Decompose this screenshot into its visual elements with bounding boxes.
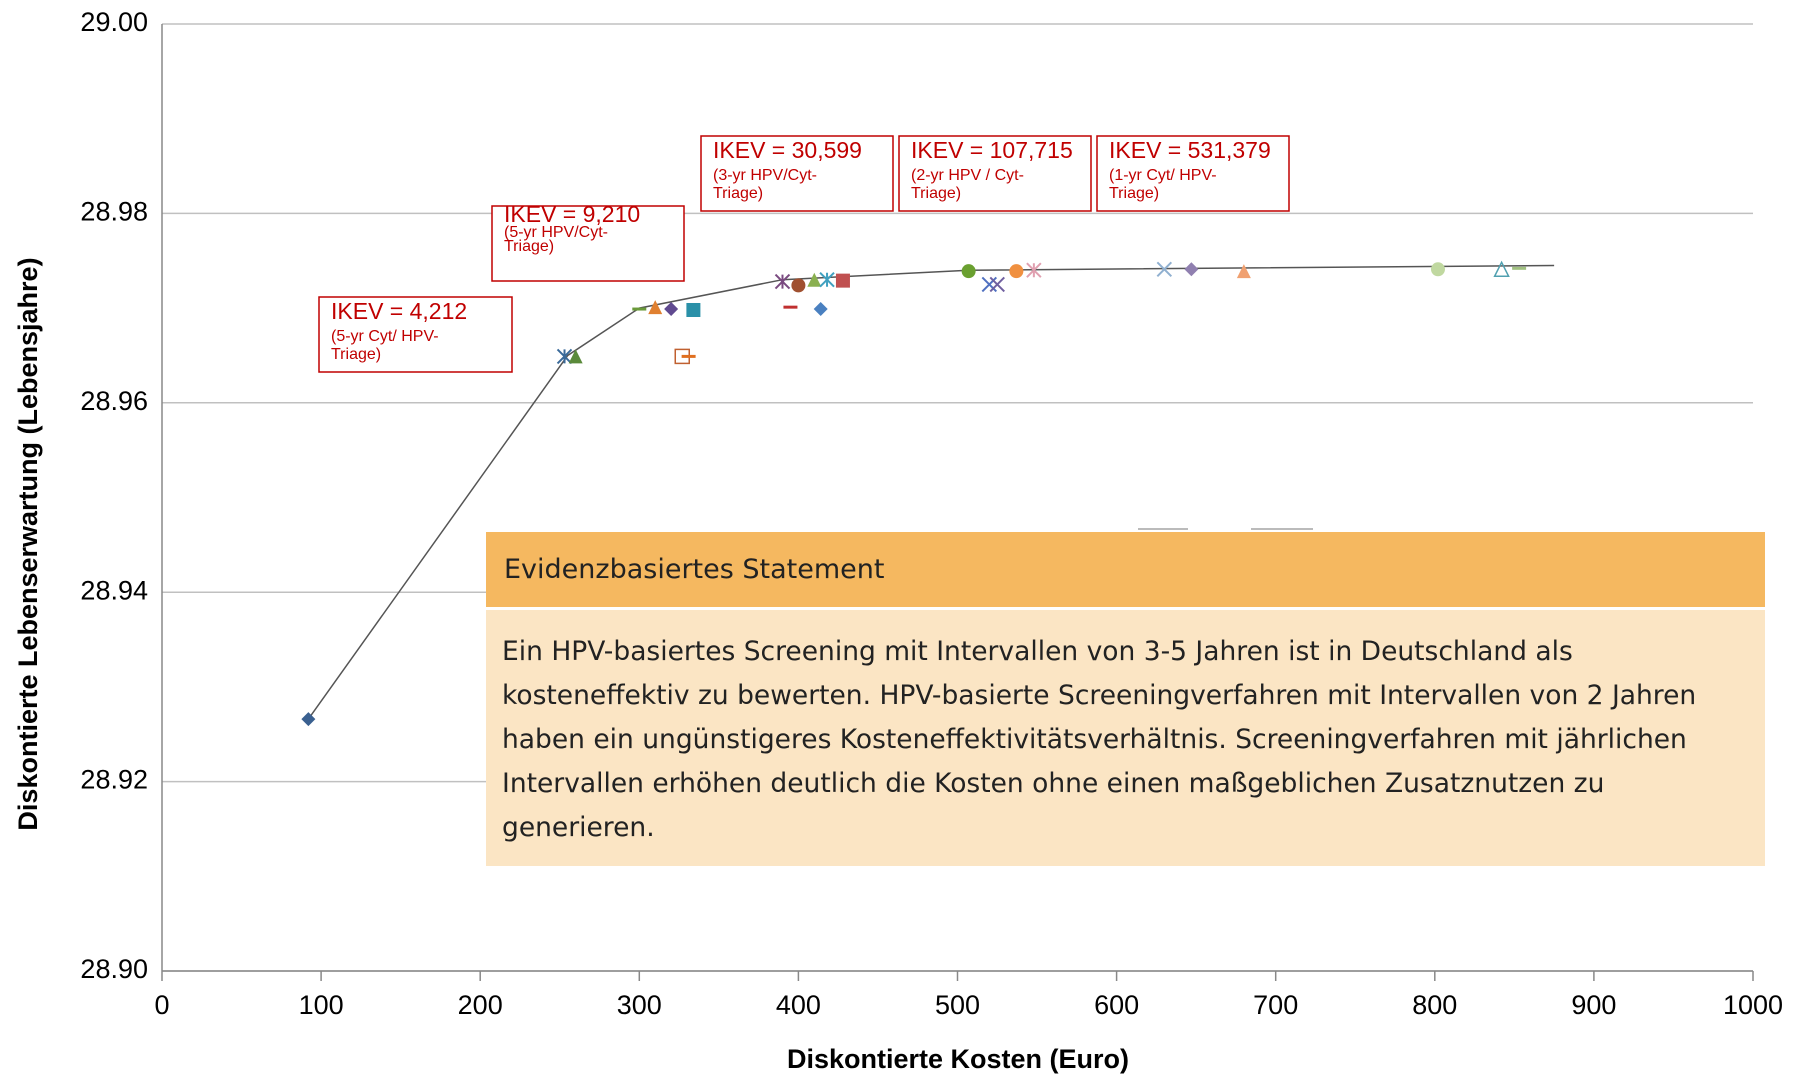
marker-part bbox=[1430, 262, 1445, 277]
x-tick-label: 700 bbox=[1253, 990, 1298, 1020]
marker-part bbox=[648, 300, 663, 315]
annotation-label: IKEV = 107,715 bbox=[911, 137, 1073, 163]
point bbox=[835, 273, 850, 288]
x-tick-label: 800 bbox=[1412, 990, 1457, 1020]
frontier-line bbox=[307, 264, 1555, 720]
point bbox=[1026, 262, 1042, 278]
x-tick-label: 300 bbox=[617, 990, 662, 1020]
marker-part bbox=[664, 302, 679, 317]
marker-part bbox=[989, 276, 1005, 293]
point bbox=[1493, 260, 1510, 278]
marker-part bbox=[961, 264, 976, 279]
y-tick-label: 28.94 bbox=[80, 575, 148, 605]
y-tick-label: 28.98 bbox=[80, 197, 148, 227]
annotation-box bbox=[318, 296, 513, 373]
x-tick-label: 600 bbox=[1094, 990, 1139, 1020]
y-axis-label: Diskontierte Lebenserwartung (Lebensjahr… bbox=[13, 257, 43, 830]
marker-part bbox=[1156, 261, 1173, 277]
y-tick-label: 28.92 bbox=[80, 765, 148, 795]
point bbox=[1009, 264, 1024, 279]
marker-part bbox=[1026, 262, 1042, 278]
point bbox=[791, 278, 806, 293]
annotation-text: (5-yr Cyt/ HPV- bbox=[331, 328, 439, 345]
annotation-text: Triage) bbox=[911, 185, 961, 202]
point bbox=[568, 349, 583, 364]
point bbox=[664, 302, 679, 317]
marker-part bbox=[807, 272, 822, 287]
point bbox=[989, 276, 1005, 293]
point bbox=[1184, 262, 1199, 277]
x-axis-label: Diskontierte Kosten (Euro) bbox=[787, 1044, 1129, 1074]
marker-part bbox=[556, 348, 573, 365]
annotation-text: Triage) bbox=[1109, 185, 1159, 202]
annotation-text: (3-yr HPV/Cyt- bbox=[713, 167, 817, 184]
marker-part bbox=[819, 271, 835, 288]
point bbox=[301, 712, 316, 727]
annotation-box bbox=[491, 205, 685, 282]
annotation-label: IKEV = 30,599 bbox=[713, 137, 862, 163]
annotation-text: Triage) bbox=[331, 346, 381, 363]
annotation-text: (1-yr Cyt/ HPV- bbox=[1109, 167, 1217, 184]
annotation-label: IKEV = 531,379 bbox=[1109, 137, 1271, 163]
x-tick-label: 1000 bbox=[1723, 990, 1783, 1020]
y-tick-label: 28.96 bbox=[80, 386, 148, 416]
point bbox=[774, 273, 791, 290]
annotation-label: IKEV = 9,210 bbox=[504, 201, 640, 227]
annotation-text: (2-yr HPV / Cyt- bbox=[911, 167, 1024, 184]
marker-part bbox=[686, 302, 701, 317]
marker-part bbox=[1009, 264, 1024, 279]
x-tick-label: 400 bbox=[776, 990, 821, 1020]
marker-part bbox=[774, 273, 791, 290]
point bbox=[819, 271, 835, 288]
annotation-text: Triage) bbox=[713, 185, 763, 202]
annotation-box bbox=[898, 135, 1092, 212]
marker-part bbox=[791, 278, 806, 293]
marker-part bbox=[835, 273, 850, 288]
point bbox=[1236, 264, 1251, 279]
marker-part bbox=[1236, 264, 1251, 279]
x-tick-label: 100 bbox=[299, 990, 344, 1020]
point bbox=[981, 276, 998, 293]
point bbox=[813, 302, 828, 317]
x-tick-label: 900 bbox=[1571, 990, 1616, 1020]
annotation-text: Triage) bbox=[504, 238, 554, 255]
point bbox=[961, 264, 976, 279]
point bbox=[648, 300, 663, 315]
point bbox=[556, 348, 573, 365]
y-tick-label: 29.00 bbox=[80, 7, 148, 37]
marker-part bbox=[301, 712, 316, 727]
annotation-label: IKEV = 4,212 bbox=[331, 298, 467, 324]
annotation-box bbox=[1096, 135, 1290, 212]
marker-part bbox=[981, 276, 998, 293]
point bbox=[807, 272, 822, 287]
x-tick-label: 200 bbox=[458, 990, 503, 1020]
point bbox=[686, 302, 701, 317]
annotation-box bbox=[700, 135, 894, 212]
statement-box: Evidenzbasiertes Statement Ein HPV-basie… bbox=[486, 532, 1765, 866]
x-tick-label: 0 bbox=[154, 990, 169, 1020]
x-tick-label: 500 bbox=[935, 990, 980, 1020]
point bbox=[1430, 262, 1445, 277]
statement-title: Evidenzbasiertes Statement bbox=[486, 532, 1765, 610]
point bbox=[1156, 261, 1173, 277]
marker-part bbox=[813, 302, 828, 317]
marker-part bbox=[1184, 262, 1199, 277]
statement-text: Ein HPV-basiertes Screening mit Interval… bbox=[502, 636, 1697, 843]
annotation-text: (5-yr HPV/Cyt- bbox=[504, 224, 608, 241]
marker-part bbox=[1493, 260, 1510, 278]
marker-part bbox=[568, 349, 583, 364]
y-tick-label: 28.90 bbox=[80, 954, 148, 984]
